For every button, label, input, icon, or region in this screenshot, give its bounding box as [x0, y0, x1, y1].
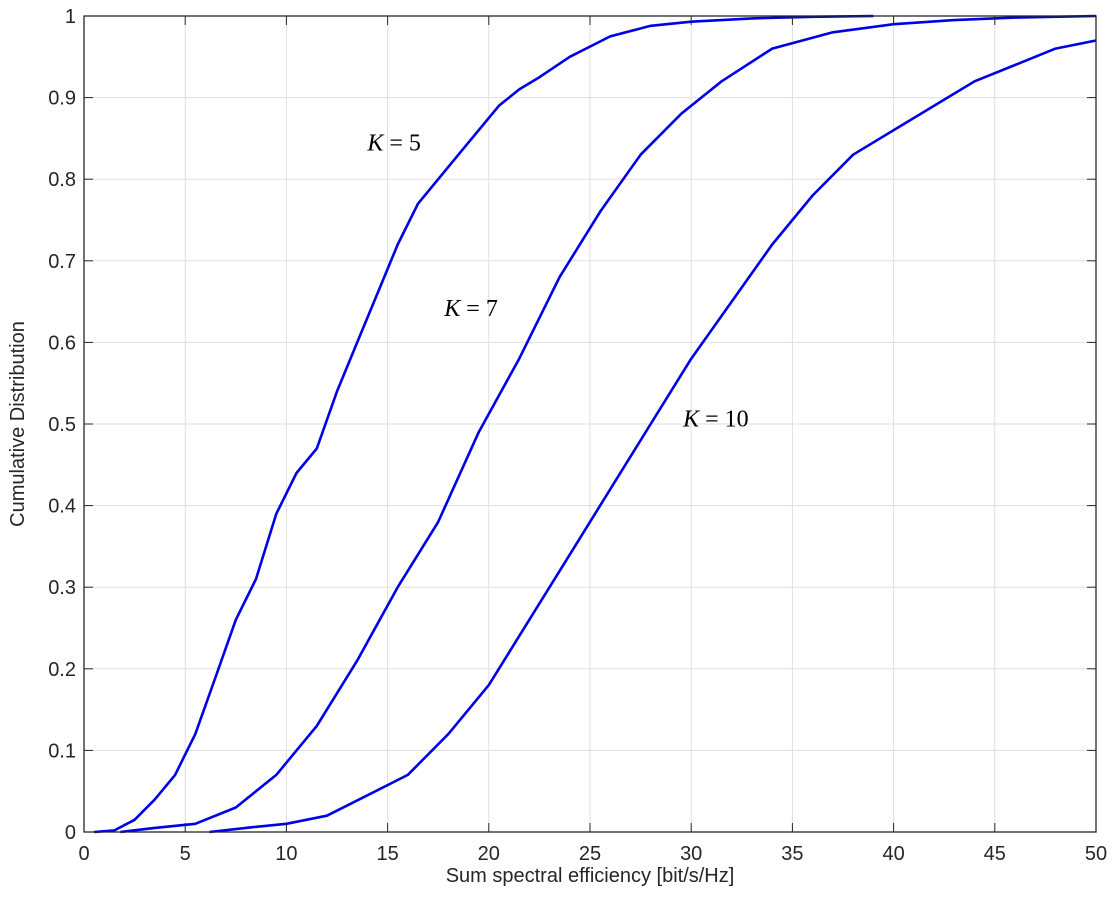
tick-marks: [83, 15, 1097, 833]
y-tick-label: 0.7: [48, 251, 76, 273]
y-tick-label: 0.1: [48, 740, 76, 762]
cdf-line-3: [209, 39, 1097, 834]
x-tick-label: 25: [579, 843, 601, 865]
x-tick-label: 15: [376, 843, 398, 865]
y-tick-label: 0.6: [48, 332, 76, 354]
curve-label-2: K = 7: [443, 296, 498, 322]
curve-annotations: K = 5K = 7K = 10: [366, 130, 748, 432]
y-tick-label: 1: [65, 6, 76, 28]
y-tick-label: 0.5: [48, 414, 76, 436]
grid-lines: [84, 16, 1096, 832]
curve-label-variable: K: [443, 296, 462, 322]
curve-label-value: = 10: [699, 406, 749, 432]
curve-label-variable: K: [682, 406, 701, 432]
x-tick-label: 5: [180, 843, 191, 865]
curve-label-3: K = 10: [682, 406, 749, 432]
x-tick-labels: 0 5 10 15 20 25 30 35 40 45 50: [78, 843, 1107, 865]
y-tick-label: 0: [65, 822, 76, 844]
y-tick-label: 0.4: [48, 496, 76, 518]
x-axis-title: Sum spectral efficiency [bit/s/Hz]: [446, 865, 735, 887]
cdf-line-1: [93, 14, 874, 834]
x-tick-label: 10: [275, 843, 297, 865]
x-tick-label: 20: [478, 843, 500, 865]
y-tick-label: 0.9: [48, 88, 76, 110]
y-tick-labels: 0 0.1 0.2 0.3 0.4 0.5 0.6 0.7 0.8 0.9 1: [48, 6, 76, 844]
y-tick-label: 0.2: [48, 659, 76, 681]
cdf-line-2: [120, 14, 1097, 834]
x-tick-label: 50: [1085, 843, 1107, 865]
x-tick-label: 35: [781, 843, 803, 865]
curve-label-value: = 5: [383, 130, 421, 156]
y-tick-label: 0.3: [48, 577, 76, 599]
x-tick-label: 45: [984, 843, 1006, 865]
x-tick-label: 40: [882, 843, 904, 865]
curve-label-variable: K: [366, 130, 385, 156]
curve-label-1: K = 5: [366, 130, 421, 156]
x-tick-label: 0: [78, 843, 89, 865]
series-lines: [93, 14, 1097, 834]
x-tick-label: 30: [680, 843, 702, 865]
curve-label-value: = 7: [460, 296, 498, 322]
y-axis-title: Cumulative Distribution: [7, 321, 29, 527]
y-tick-label: 0.8: [48, 169, 76, 191]
